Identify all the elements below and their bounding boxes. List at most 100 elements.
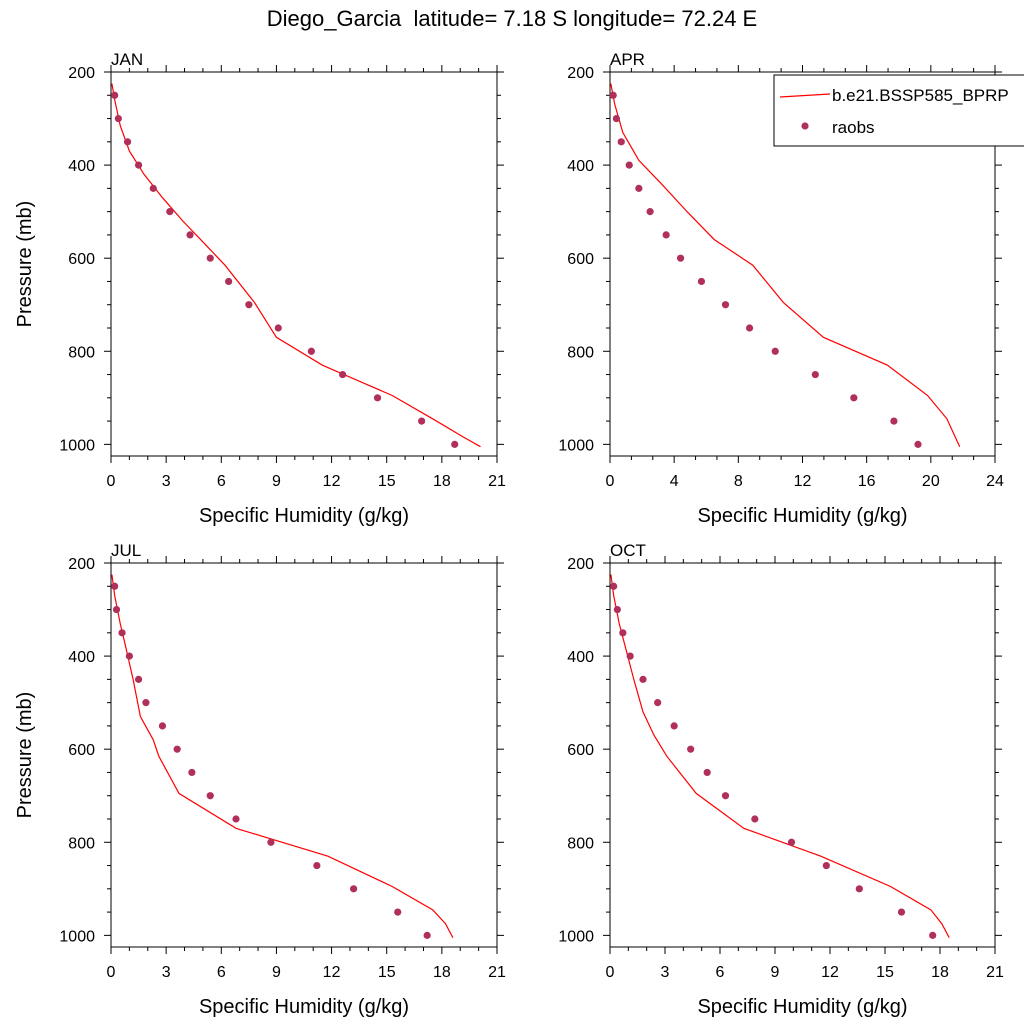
plot-frame <box>609 562 996 948</box>
raobs-marker <box>114 114 122 123</box>
panel-jan: JAN 0 3 6 9 12 15 18 21 Specific Humidity (g/kg) 2… <box>14 50 506 527</box>
raobs-marker <box>313 861 321 870</box>
raobs-marker <box>626 652 634 660</box>
x-tick-label: 6 <box>217 473 226 490</box>
y-tick-label: 200 <box>68 556 95 573</box>
x-axis-label: Specific Humidity (g/kg) <box>199 505 409 527</box>
y-tick-label: 800 <box>567 835 594 852</box>
raobs-marker <box>350 885 358 893</box>
y-axis-label: Pressure (mb) <box>14 201 36 328</box>
y-tick-label: 800 <box>68 835 95 852</box>
raobs-marker <box>267 838 275 846</box>
raobs-marker <box>914 440 922 448</box>
x-tick-label: 21 <box>488 473 506 490</box>
raobs-marker <box>225 277 233 286</box>
y-tick-label: 800 <box>567 344 594 361</box>
raobs-marker <box>142 699 150 707</box>
y-tick-label: 1000 <box>59 928 95 945</box>
panel-title: JAN <box>111 50 143 69</box>
raobs-marker <box>610 582 618 590</box>
legend-marker-swatch <box>801 122 809 130</box>
x-tick-label: 4 <box>670 473 679 490</box>
raobs-marker <box>897 908 906 916</box>
x-tick-label: 15 <box>378 473 396 490</box>
y-tick-label: 400 <box>567 649 594 666</box>
raobs-marker <box>118 629 126 637</box>
raobs-marker <box>890 417 898 425</box>
raobs-marker <box>149 184 157 192</box>
raobs-marker <box>307 347 315 355</box>
raobs-marker <box>745 324 754 332</box>
x-axis-label: Specific Humidity (g/kg) <box>697 996 907 1018</box>
x-tick-label: 3 <box>162 473 171 490</box>
raobs-marker <box>123 138 132 146</box>
model-line <box>610 574 950 938</box>
x-tick-label: 12 <box>794 473 812 490</box>
raobs-marker <box>855 885 863 893</box>
raobs-marker <box>134 161 143 169</box>
legend-label-model: b.e21.BSSP585_BPRP <box>832 86 1009 105</box>
panel-apr: APR 0 4 8 12 16 20 24 Specific Humidity (g/kg) 20… <box>558 50 1004 527</box>
raobs-marker <box>703 768 711 777</box>
legend-box <box>773 74 1024 147</box>
y-tick-label: 600 <box>567 251 594 268</box>
raobs-marker <box>158 722 167 730</box>
raobs-marker <box>612 114 621 123</box>
raobs-marker <box>850 394 858 402</box>
raobs-marker <box>751 815 759 823</box>
x-tick-label: 9 <box>771 964 780 981</box>
plot-frame <box>110 562 498 948</box>
y-tick-label: 1000 <box>558 928 594 945</box>
raobs-marker <box>613 605 621 614</box>
raobs-marker <box>619 629 627 637</box>
raobs-marker <box>670 722 678 730</box>
panel-oct: OCT 0 3 6 9 12 15 18 21 Specific Humidity (g/kg) 2… <box>558 541 1004 1018</box>
y-tick-label: 1000 <box>59 437 95 454</box>
y-tick-label: 400 <box>567 158 594 175</box>
x-tick-label: 20 <box>922 473 940 490</box>
raobs-marker <box>662 231 670 239</box>
model-line <box>111 83 481 448</box>
raobs-marker <box>373 394 382 402</box>
y-tick-label: 400 <box>68 158 95 175</box>
y-tick-label: 800 <box>68 344 95 361</box>
x-tick-label: 12 <box>821 964 839 981</box>
y-tick-label: 600 <box>68 742 95 759</box>
model-line <box>111 574 454 938</box>
x-axis-label: Specific Humidity (g/kg) <box>199 996 409 1018</box>
raobs-marker <box>822 861 830 870</box>
y-tick-label: 1000 <box>558 437 594 454</box>
x-tick-label: 9 <box>272 473 281 490</box>
x-tick-label: 6 <box>217 964 226 981</box>
raobs-marker <box>274 324 282 332</box>
raobs-marker <box>232 815 240 823</box>
raobs-marker <box>646 208 654 216</box>
x-tick-label: 3 <box>162 964 171 981</box>
raobs-marker <box>206 792 214 800</box>
panel-title: JUL <box>111 541 141 560</box>
raobs-marker <box>617 138 625 146</box>
x-tick-label: 15 <box>378 964 396 981</box>
x-tick-label: 24 <box>986 473 1004 490</box>
raobs-marker <box>811 370 819 379</box>
x-tick-label: 9 <box>272 964 281 981</box>
raobs-marker <box>418 417 426 425</box>
raobs-marker <box>173 745 181 753</box>
x-tick-label: 8 <box>734 473 743 490</box>
x-tick-label: 0 <box>107 473 116 490</box>
plot-frame <box>110 71 498 457</box>
x-tick-label: 21 <box>488 964 506 981</box>
raobs-marker <box>654 699 662 707</box>
raobs-marker <box>186 231 194 239</box>
figure-title: Diego_Garcia latitude= 7.18 S longitude=… <box>266 6 758 31</box>
x-tick-label: 18 <box>931 964 949 981</box>
x-axis-label: Specific Humidity (g/kg) <box>697 505 907 527</box>
raobs-marker <box>625 161 633 169</box>
x-tick-label: 18 <box>433 964 451 981</box>
raobs-marker <box>394 908 402 916</box>
raobs-marker <box>206 254 214 262</box>
raobs-marker <box>635 184 643 192</box>
raobs-marker <box>639 675 647 683</box>
